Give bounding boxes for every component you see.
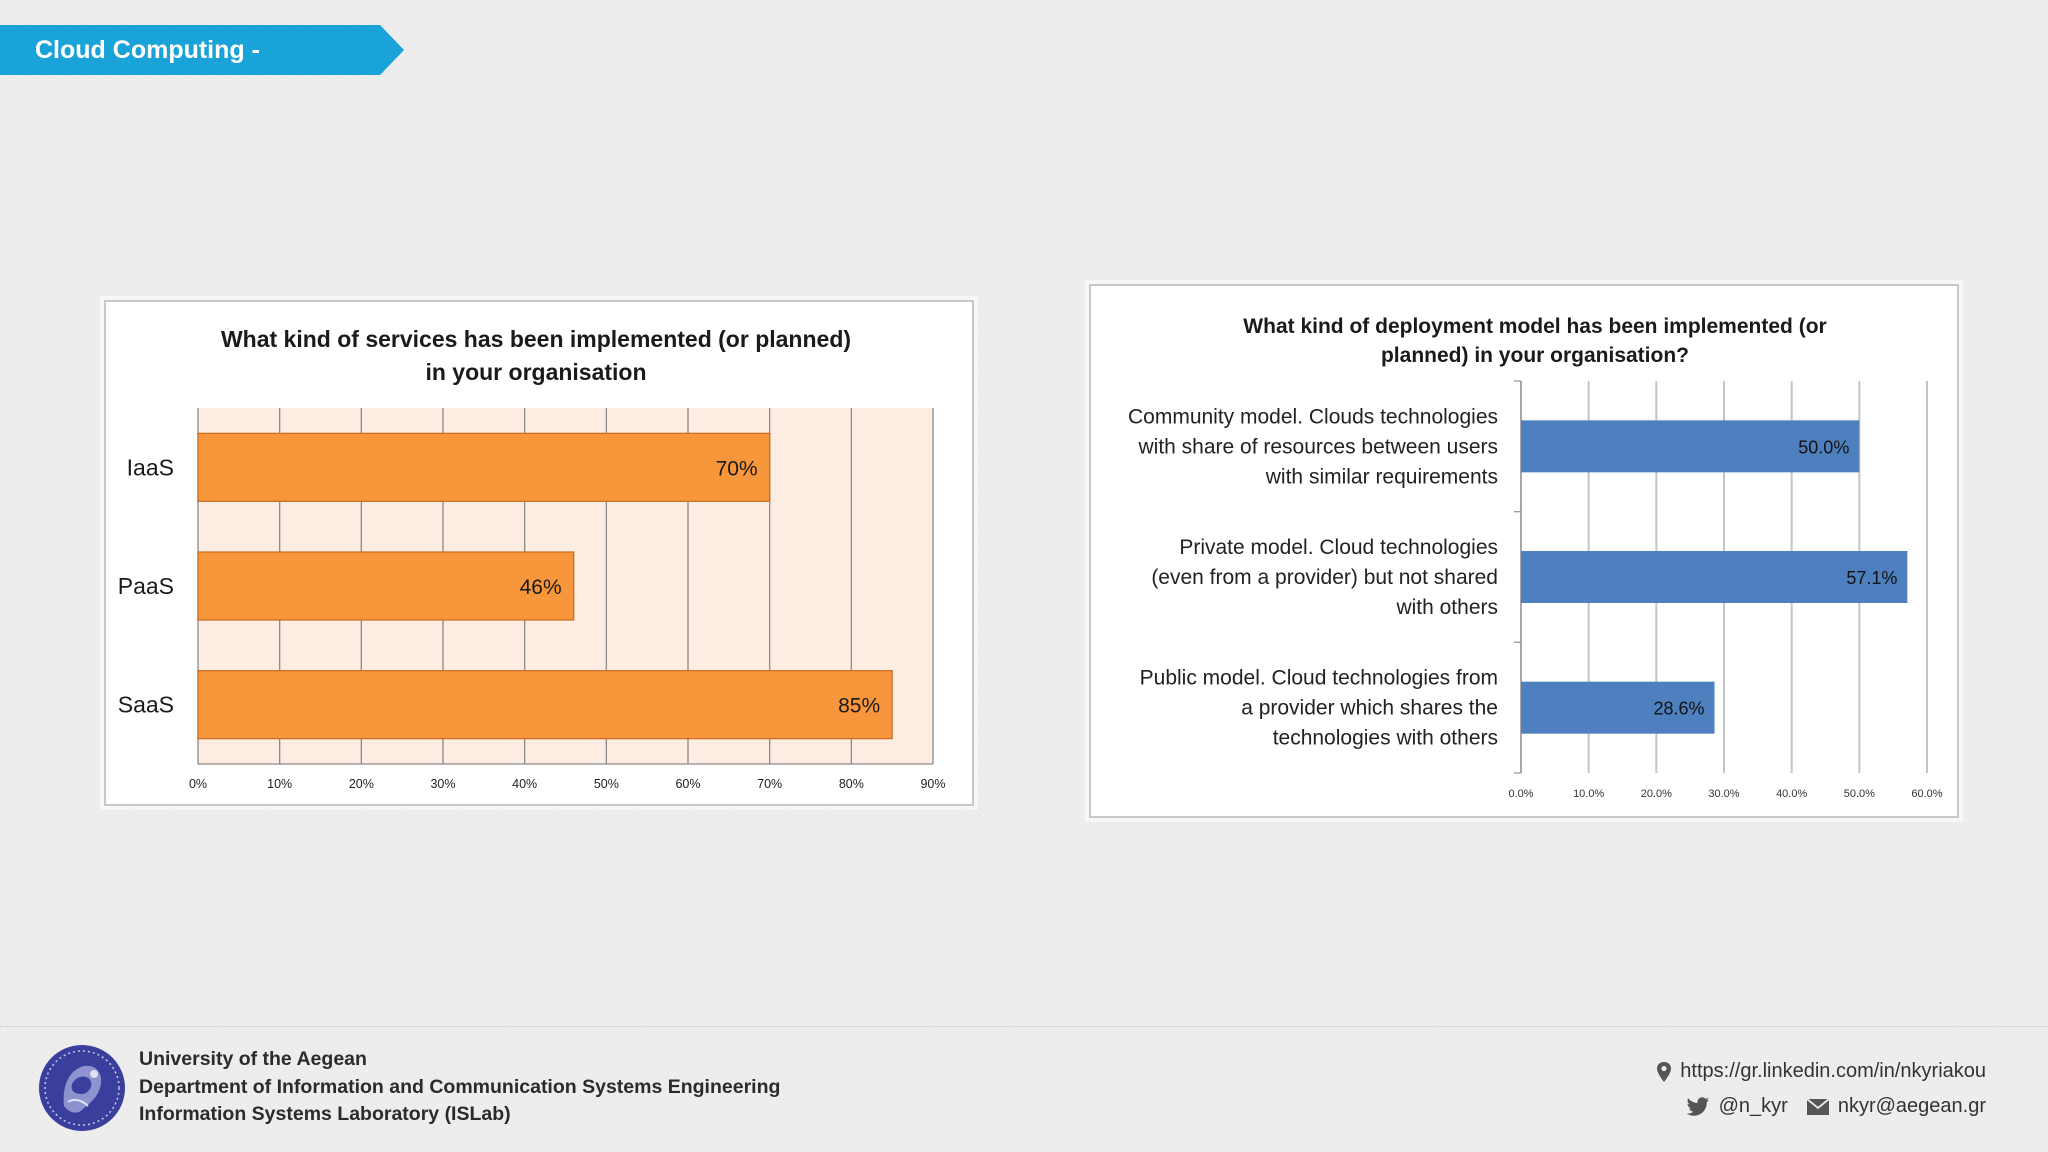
y-category-label-line: with similar requirements [1265, 465, 1498, 488]
bar-saas [197, 670, 893, 740]
email-link[interactable]: nkyr@aegean.gr [1837, 1095, 1986, 1117]
x-tick-label: 50.0% [1844, 788, 1875, 800]
services-chart-svg: What kind of services has been implement… [118, 326, 946, 791]
chart-title-line: in your organisation [425, 359, 646, 385]
x-tick-label: 40% [512, 777, 537, 791]
y-category-label-line: a provider which shares the [1241, 697, 1498, 720]
x-tick-label: 10% [267, 777, 292, 791]
university-logo [39, 1045, 125, 1131]
bar-value-label: 50.0% [1798, 437, 1849, 457]
x-tick-label: 40.0% [1776, 788, 1807, 800]
chart-title-line: What kind of deployment model has been i… [1243, 315, 1826, 338]
x-tick-label: 50% [594, 777, 619, 791]
bar-value-label: 28.6% [1653, 699, 1704, 719]
twitter-handle[interactable]: @n_kyr [1718, 1095, 1788, 1117]
deployment-bar [1521, 551, 1908, 603]
bar-value-label: 70% [716, 457, 758, 480]
deployment-bar [1521, 420, 1860, 473]
x-tick-label: 60.0% [1911, 788, 1942, 800]
y-category-label-line: Private model. Cloud technologies [1179, 536, 1498, 559]
deployment-chart-svg: What kind of deployment model has been i… [1128, 315, 1943, 800]
department-name: Department of Information and Communicat… [139, 1075, 781, 1098]
y-category-label-line: Public model. Cloud technologies from [1140, 667, 1498, 690]
x-tick-label: 30.0% [1708, 788, 1739, 800]
university-info: University of the Aegean Department of I… [139, 1046, 780, 1129]
x-tick-label: 70% [757, 777, 782, 791]
footer-divider [0, 1026, 2048, 1027]
bar-value-label: 57.1% [1846, 568, 1897, 588]
linkedin-link[interactable]: https://gr.linkedin.com/in/nkyriakou [1680, 1060, 1986, 1082]
section-banner: Cloud Computing - Governance [0, 25, 404, 75]
y-category-label: SaaS [118, 692, 174, 718]
x-tick-label: 20.0% [1641, 788, 1672, 800]
y-category-label-line: with others [1395, 596, 1498, 619]
services-chart: What kind of services has been implement… [104, 300, 974, 806]
x-tick-label: 30% [430, 777, 455, 791]
x-tick-label: 10.0% [1573, 788, 1604, 800]
mail-icon [1806, 1098, 1830, 1115]
bar-value-label: 46% [520, 576, 562, 599]
x-tick-label: 0.0% [1508, 788, 1533, 800]
map-pin-icon [1657, 1061, 1672, 1082]
lab-name: Information Systems Laboratory (ISLab) [139, 1103, 511, 1125]
y-category-label-line: with share of resources between users [1137, 435, 1498, 458]
y-category-label-line: technologies with others [1273, 727, 1498, 750]
x-tick-label: 80% [839, 777, 864, 791]
deployment-bar [1521, 681, 1715, 734]
chart-title-line: What kind of services has been implement… [221, 326, 851, 352]
twitter-icon [1686, 1097, 1709, 1116]
contact-info: https://gr.linkedin.com/in/nkyriakou @n_… [1638, 1054, 1986, 1124]
x-tick-label: 0% [189, 777, 207, 791]
y-category-label-line: Community model. Clouds technologies [1128, 405, 1498, 428]
y-category-label-line: (even from a provider) but not shared [1151, 566, 1498, 589]
chart-title-line: planned) in your organisation? [1381, 344, 1689, 367]
bar-iaas [197, 432, 771, 502]
y-category-label: IaaS [127, 454, 174, 480]
bar-paas [197, 551, 575, 621]
bar-value-label: 85% [838, 695, 880, 718]
deployment-chart: What kind of deployment model has been i… [1089, 284, 1959, 818]
y-category-label: PaaS [118, 573, 174, 599]
x-tick-label: 90% [920, 777, 945, 791]
university-name: University of the Aegean [139, 1048, 367, 1070]
x-tick-label: 20% [349, 777, 374, 791]
x-tick-label: 60% [675, 777, 700, 791]
